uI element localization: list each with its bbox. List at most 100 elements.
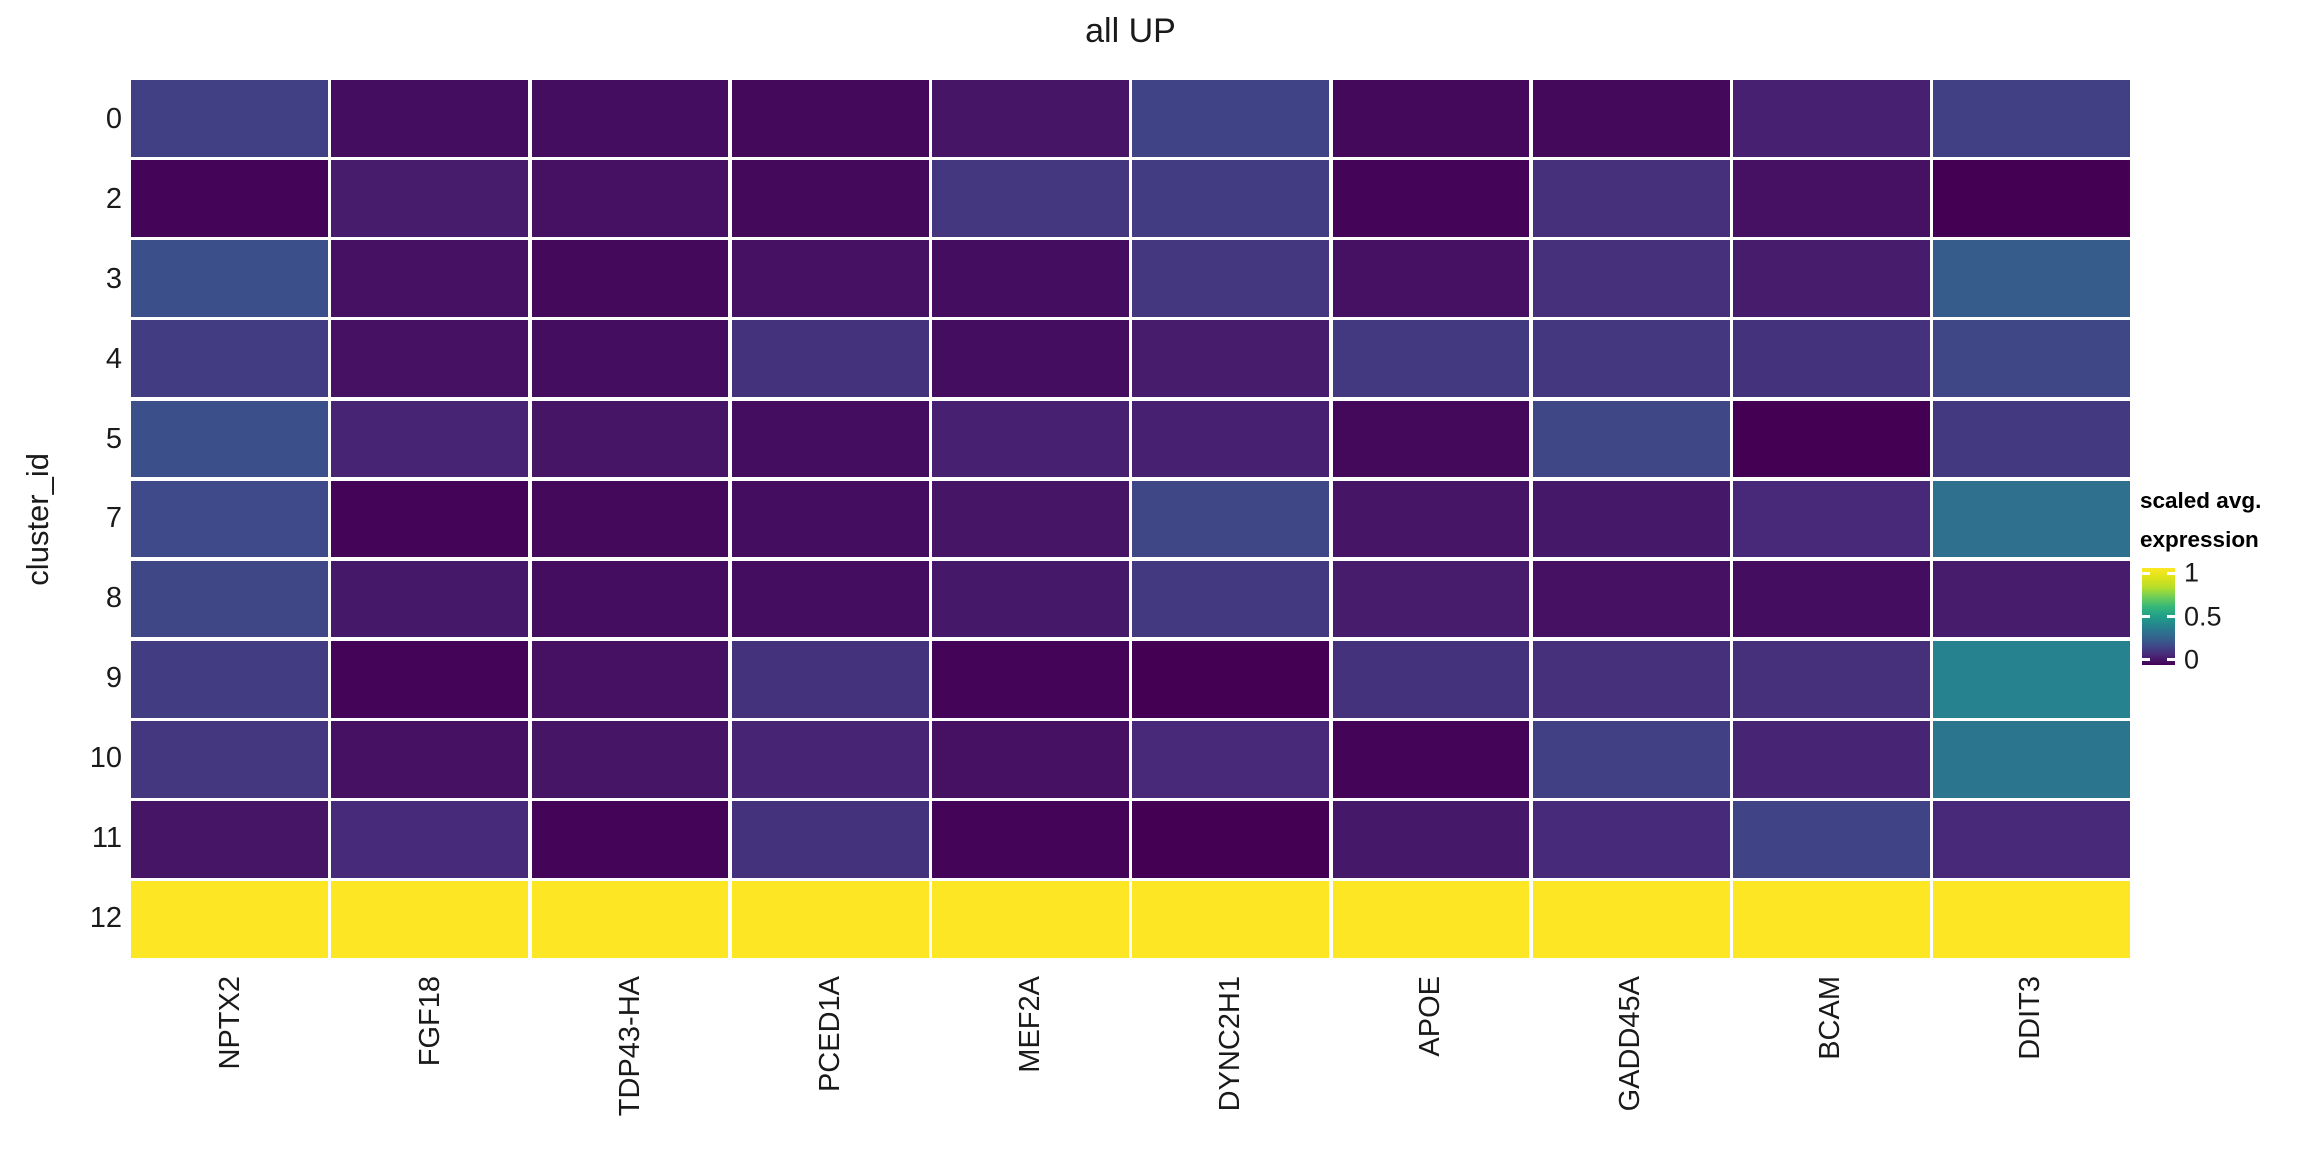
heatmap-cell [131,560,328,638]
legend-tick-dash [2167,658,2175,662]
x-tick-label-slot: DYNC2H1 [1131,976,1331,1152]
x-tick-label-slot: TDP43-HA [531,976,731,1152]
heatmap-cell [1532,640,1730,718]
heatmap-cell [1733,240,1930,317]
x-tick-label-slot: MEF2A [931,976,1131,1152]
heatmap-cell [1132,480,1329,558]
heatmap-cell [131,400,328,478]
heatmap-cell [731,80,929,157]
heatmap-cell [1132,721,1329,798]
y-tick-label: 5 [105,422,122,455]
x-tick-label-slot: PCED1A [731,976,931,1152]
heatmap-cell [731,560,929,638]
heatmap-cell [932,560,1129,638]
heatmap-cell [1532,801,1730,878]
x-tick-label: MEF2A [1014,976,1047,1073]
heatmap-cell [1532,80,1730,157]
heatmap-cell [531,80,729,157]
heatmap-cell [1933,80,2130,157]
heatmap-cell [1332,240,1530,317]
heatmap-cell [1332,721,1530,798]
heatmap-cell [131,240,328,317]
heatmap-cell [531,721,729,798]
heatmap-cell [1733,80,1930,157]
heatmap-cell [1933,480,2130,558]
legend-tick-dash [2142,571,2150,575]
legend-colorbar-wrap: 1 0.5 0 [2140,558,2304,674]
x-tick-label: DYNC2H1 [1213,976,1246,1112]
heatmap-cell [1132,160,1329,237]
heatmap-cell [131,881,328,958]
heatmap-cell [1132,80,1329,157]
heatmap-cell [1132,640,1329,718]
heatmap-cell [932,400,1129,478]
heatmap-cell [731,400,929,478]
y-tick-label: 11 [91,821,122,854]
heatmap-cell [131,80,328,157]
heatmap-cell [1933,721,2130,798]
heatmap-cell [1733,560,1930,638]
heatmap-cell [1332,320,1530,398]
heatmap-cell [932,160,1129,237]
heatmap-cell [1532,320,1730,398]
heatmap-cell [731,640,929,718]
heatmap-cell [1733,480,1930,558]
heatmap-cell [1933,240,2130,317]
x-tick-label-slot: BCAM [1730,976,1930,1152]
heatmap-cell [1532,160,1730,237]
x-tick-label-slot: APOE [1330,976,1530,1152]
legend-tick-label: 0 [2184,644,2200,675]
heatmap-cell [131,160,328,237]
heatmap-cell [331,801,528,878]
heatmap-cell [1933,320,2130,398]
heatmap-cell [1332,80,1530,157]
heatmap-cell [1532,480,1730,558]
heatmap-cell [1132,320,1329,398]
heatmap-cell [531,240,729,317]
heatmap-cell [531,160,729,237]
heatmap-cell [932,80,1129,157]
heatmap-cell [131,801,328,878]
y-tick-label: 3 [105,263,122,296]
heatmap-cell [131,640,328,718]
heatmap-cell [531,801,729,878]
heatmap-cell [731,320,929,398]
heatmap-cell [932,881,1129,958]
y-tick-label: 9 [105,662,122,695]
y-tick-label: 7 [105,502,122,535]
x-axis-tick-labels: NPTX2 FGF18 TDP43-HA PCED1A MEF2A DYNC2H1 APOE… [131,966,2130,1152]
y-tick-label: 10 [89,741,122,774]
heatmap-cell [1933,640,2130,718]
heatmap-cell [731,160,929,237]
heatmap-cell [531,320,729,398]
heatmap-cell [331,640,528,718]
x-tick-label: TDP43-HA [614,976,647,1117]
heatmap-cell [1933,400,2130,478]
heatmap-cell [731,881,929,958]
heatmap-cell [1933,560,2130,638]
heatmap-cell [131,721,328,798]
heatmap-cell [1733,881,1930,958]
heatmap-cell [731,721,929,798]
y-tick-label: 8 [105,582,122,615]
heatmap-cell [131,480,328,558]
heatmap-cell [1332,160,1530,237]
x-tick-label-slot: FGF18 [331,976,531,1152]
heatmap-cell [331,881,528,958]
heatmap-cell [1332,881,1530,958]
heatmap-cell [331,721,528,798]
heatmap-cell [932,240,1129,317]
heatmap-cell [1532,881,1730,958]
heatmap-cell [1332,640,1530,718]
x-tick-label-slot: NPTX2 [131,976,331,1152]
heatmap-cell [331,560,528,638]
x-tick-label: APOE [1413,976,1446,1057]
heatmap-cell [531,480,729,558]
legend-tick-label: 0.5 [2184,601,2222,631]
y-tick-label: 0 [105,103,122,136]
legend-title: scaled avg. expression [2140,481,2304,559]
heatmap-cell [1733,320,1930,398]
heatmap-cell [1532,400,1730,478]
heatmap-cell [1132,240,1329,317]
x-tick-label: DDIT3 [2013,976,2046,1060]
